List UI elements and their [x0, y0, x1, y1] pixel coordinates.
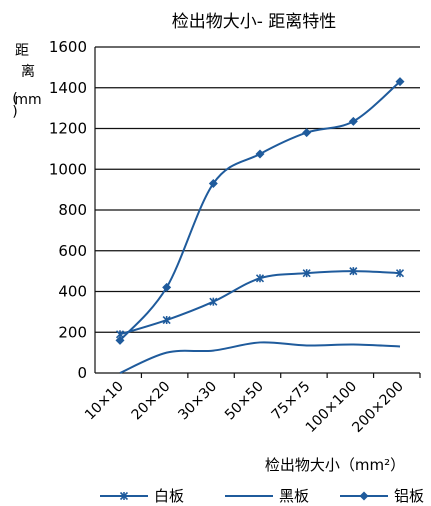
series-0 [115, 267, 405, 339]
x-axis-label: 检出物大小（mm²） [265, 456, 405, 474]
legend-item: 黑板 [225, 487, 309, 505]
data-point [395, 269, 405, 278]
legend-label: 铝板 [394, 487, 424, 505]
y-tick-label: 1600 [49, 38, 87, 56]
x-tick-label: 20×20 [129, 379, 174, 424]
series-line [119, 80, 401, 342]
y-axis-label: 距 离 ( mm ) [12, 43, 41, 120]
legend-marker [119, 491, 129, 501]
legend: 白板 黑板 铝板 [100, 487, 424, 505]
y-tick-label: 1200 [49, 120, 87, 138]
y-label-char: mm [14, 92, 41, 108]
series-2 [115, 77, 405, 345]
data-point [302, 128, 312, 138]
y-tick-label: 600 [58, 242, 87, 260]
data-point [255, 149, 265, 159]
data-point [255, 274, 265, 283]
y-tick-label: 400 [58, 283, 87, 301]
x-tick-label: 50×50 [222, 379, 267, 424]
legend-item: 铝板 [340, 487, 424, 505]
legend-marker [359, 491, 369, 501]
data-point [349, 267, 358, 276]
x-tick-label: 10×10 [82, 379, 127, 424]
legend-item: 白板 [100, 487, 184, 505]
y-label-char: 离 [21, 63, 35, 80]
legend-label: 黑板 [279, 487, 309, 505]
grid [94, 46, 421, 378]
y-tick-labels: 0 200 400 600 800 1000 1200 1400 1600 [49, 38, 87, 382]
y-label-char: ) [12, 104, 17, 120]
data-point [209, 297, 218, 306]
series-1 [119, 341, 401, 374]
data-point [395, 77, 405, 87]
x-tick-label: 30×30 [175, 379, 220, 424]
y-tick-label: 200 [58, 323, 87, 341]
x-tick-label: 200×200 [349, 379, 406, 436]
y-tick-label: 1000 [49, 160, 87, 178]
legend-label: 白板 [154, 487, 184, 505]
data-point [208, 179, 218, 189]
y-label-char: ( [12, 91, 17, 107]
y-tick-label: 0 [77, 364, 87, 382]
y-tick-label: 800 [58, 201, 87, 219]
y-tick-label: 1400 [49, 79, 87, 97]
data-point [348, 116, 358, 126]
data-point [115, 335, 125, 345]
y-label-char: 距 [15, 43, 29, 59]
series-line [119, 341, 401, 374]
x-tick-label: 75×75 [269, 379, 314, 424]
data-point [162, 315, 171, 325]
series-layer [115, 77, 405, 374]
chart-title: 检出物大小- 距离特性 [172, 12, 337, 32]
data-point [162, 282, 172, 292]
data-point [302, 269, 311, 278]
